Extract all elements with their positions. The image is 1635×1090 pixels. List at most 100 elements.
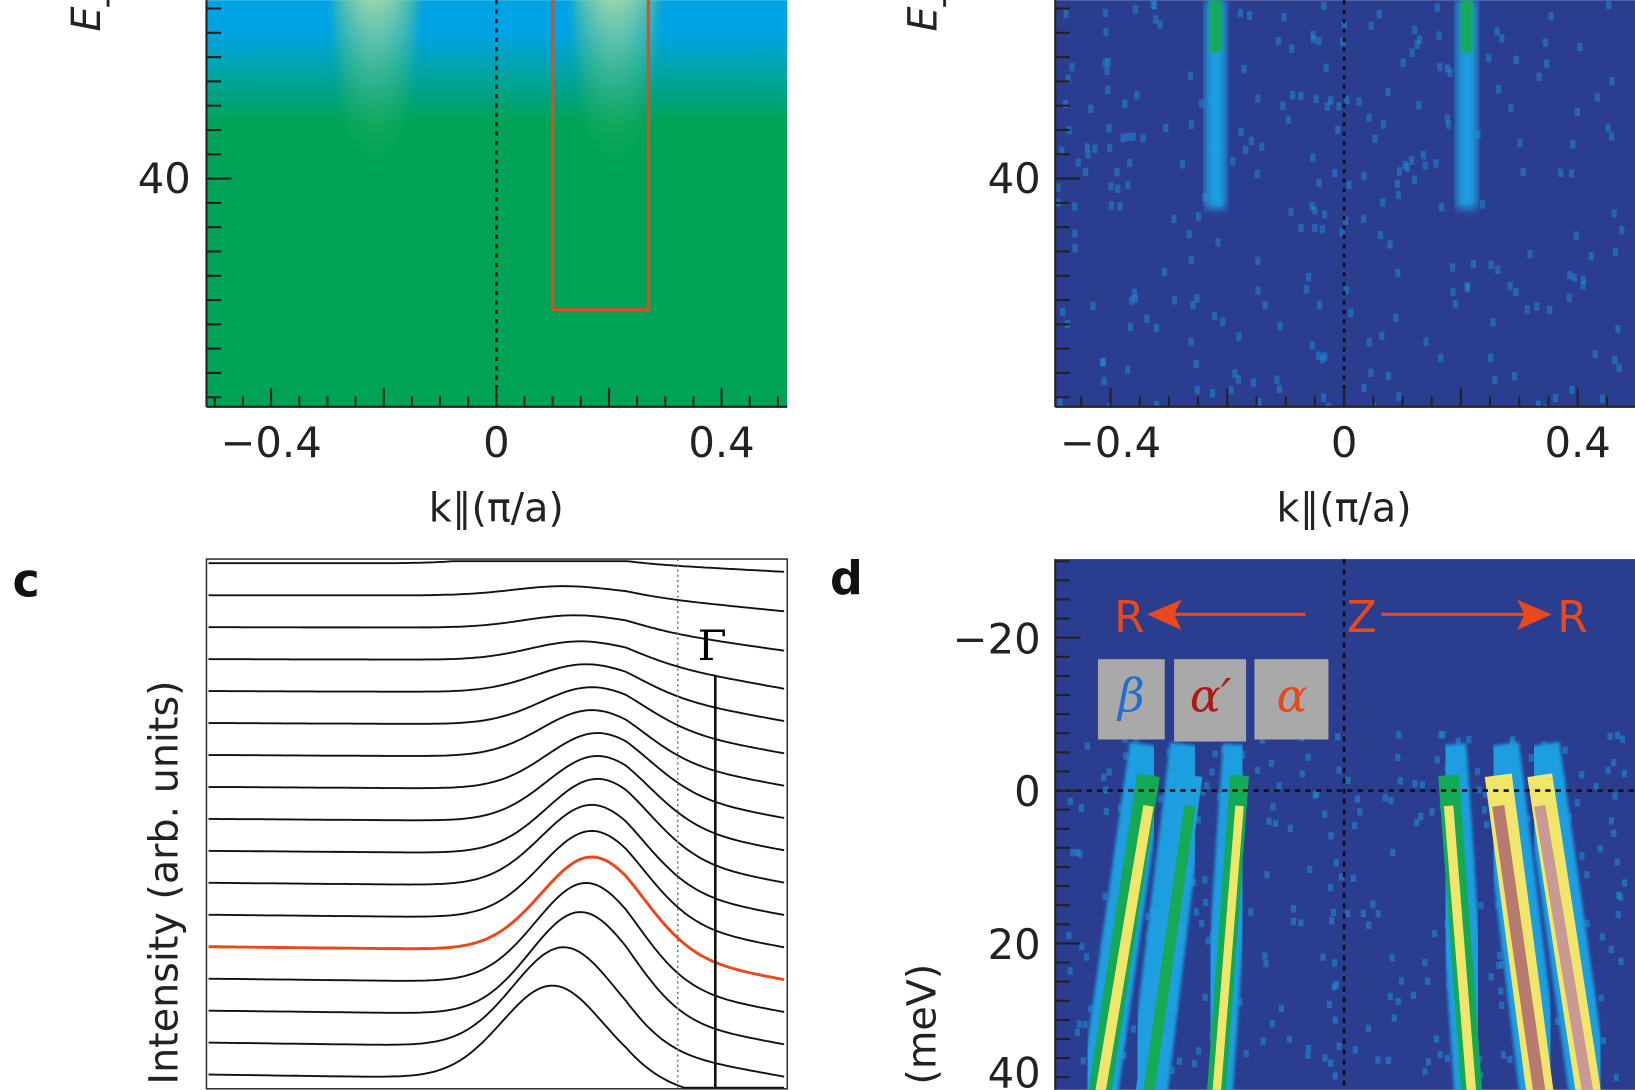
panel-d-noise	[1158, 795, 1164, 803]
panel-b-noise	[1356, 97, 1362, 106]
panel-d-noise	[1262, 952, 1268, 960]
panel-d-noise	[1327, 884, 1334, 892]
panel-d-noise	[1299, 770, 1305, 778]
panel-d-noise	[1087, 1005, 1094, 1013]
panel-d-noise	[1574, 798, 1580, 807]
panel-d-noise	[1196, 1047, 1202, 1055]
panel-d-noise	[1190, 878, 1197, 887]
panel-b-noise	[1106, 124, 1112, 133]
panel-b-noise	[1547, 305, 1553, 314]
panel-b-noise	[1235, 375, 1242, 384]
panel-d-direction-arrows: R Z R	[1114, 592, 1588, 643]
panel-b: −0.4 0 0.4 40 k∥(π/a) E_B	[900, 0, 1635, 532]
panel-b-noise	[1319, 225, 1325, 234]
panel-d-noise	[1312, 791, 1318, 800]
panel-b-noise	[1475, 130, 1481, 139]
panel-d-noise	[1419, 781, 1426, 789]
panel-b-noise	[1606, 0, 1612, 10]
panel-d-noise	[1621, 879, 1628, 887]
panel-d-band-core	[1534, 804, 1594, 1090]
panel-d-noise	[1202, 993, 1208, 1001]
panel-d-noise	[1338, 873, 1345, 881]
panel-b-noise	[1436, 31, 1442, 40]
panel-b-noise	[1577, 42, 1583, 52]
panel-b-bands	[1055, 0, 1625, 407]
panel-d-noise	[1618, 957, 1624, 965]
panel-d-noise	[1320, 953, 1326, 961]
panel-c-curve	[208, 732, 785, 819]
panel-c-ylabel: Intensity (arb. units)	[141, 680, 187, 1084]
panel-c-curve	[208, 640, 785, 690]
panel-b-noise	[1316, 300, 1323, 309]
panel-b-noise	[1316, 178, 1322, 188]
panel-b-noise	[1446, 120, 1452, 129]
panel-d-noise	[1352, 1046, 1358, 1054]
panel-b-noise	[1444, 114, 1450, 123]
panel-b-noise	[1255, 286, 1261, 295]
panel-b-noise	[1144, 314, 1150, 323]
panel-c-curves	[208, 560, 785, 1089]
panel-d-noise	[1422, 1067, 1428, 1076]
panel-b-noise	[1092, 144, 1098, 154]
panel-b-noise	[1259, 142, 1265, 151]
panel-d-noise	[1102, 892, 1108, 900]
panel-b-noise	[1325, 402, 1332, 407]
panel-d-noise	[1360, 909, 1366, 918]
panel-b-noise	[1060, 307, 1066, 317]
panel-b-noise	[1377, 230, 1384, 240]
panel-c-curve	[208, 585, 785, 613]
panel-d-noise	[1345, 910, 1351, 918]
panel-d-noise	[1100, 773, 1107, 782]
panel-b-noise	[1321, 1, 1327, 11]
panel-b-noise	[1339, 228, 1345, 237]
panel-b-noise	[1274, 375, 1280, 384]
panel-d-noise	[1066, 931, 1072, 940]
panel-d-noise	[1611, 759, 1617, 767]
panel-b-xtick-label: −0.4	[1060, 418, 1161, 467]
panel-b-noise	[1063, 9, 1069, 19]
panel-d-noise	[1584, 871, 1590, 879]
panel-b-noise	[1567, 270, 1573, 280]
right-r-label: R	[1557, 592, 1587, 643]
panel-b-noise	[1447, 68, 1453, 78]
panel-d-noise	[1478, 901, 1484, 910]
panel-b-noise	[1236, 332, 1242, 341]
panel-b-noise	[1570, 140, 1576, 149]
panel-b-noise	[1255, 94, 1261, 103]
panel-b-noise	[1285, 115, 1291, 124]
panel-b-noise	[1402, 160, 1408, 170]
panel-b-noise	[1558, 168, 1564, 177]
right-arrow-icon	[1517, 599, 1552, 630]
panel-b-noise	[1248, 136, 1254, 145]
panel-d-noise	[1205, 937, 1211, 945]
panel-b-noise	[1508, 104, 1514, 113]
panel-d-noise	[1077, 850, 1083, 858]
panel-b-noise	[1211, 311, 1218, 321]
panel-d-noise	[1322, 1054, 1328, 1062]
panel-c-curve	[208, 614, 785, 652]
panel-d-noise	[1444, 1054, 1450, 1063]
panel-d-noise	[1500, 1051, 1507, 1059]
panel-d-noise	[1266, 817, 1272, 825]
panel-b-noise	[1332, 168, 1338, 178]
panel-b-noise	[1125, 180, 1131, 190]
panel-b-noise	[1188, 120, 1194, 129]
panel-c-curve	[208, 984, 785, 1089]
panel-d-noise	[1169, 1066, 1175, 1074]
panel-d-noise	[1466, 735, 1472, 744]
panel-b-noise	[1277, 321, 1283, 331]
panel-b-noise	[1464, 282, 1470, 291]
panel-b-noise	[1488, 260, 1494, 269]
panel-b-noise	[1569, 385, 1575, 395]
panel-b-noise	[1411, 175, 1418, 184]
panel-d-noise	[1499, 1001, 1505, 1009]
panel-d-band-core	[1443, 805, 1477, 1090]
panel-b-noise	[1310, 153, 1316, 162]
panel-d-noise	[1270, 803, 1276, 811]
panel-b-noise	[1289, 44, 1295, 53]
panel-d-noise	[1414, 818, 1420, 827]
panel-d-noise	[1424, 977, 1431, 985]
panel-d-noise	[1391, 1014, 1397, 1022]
panel-b-noise	[1344, 95, 1350, 105]
